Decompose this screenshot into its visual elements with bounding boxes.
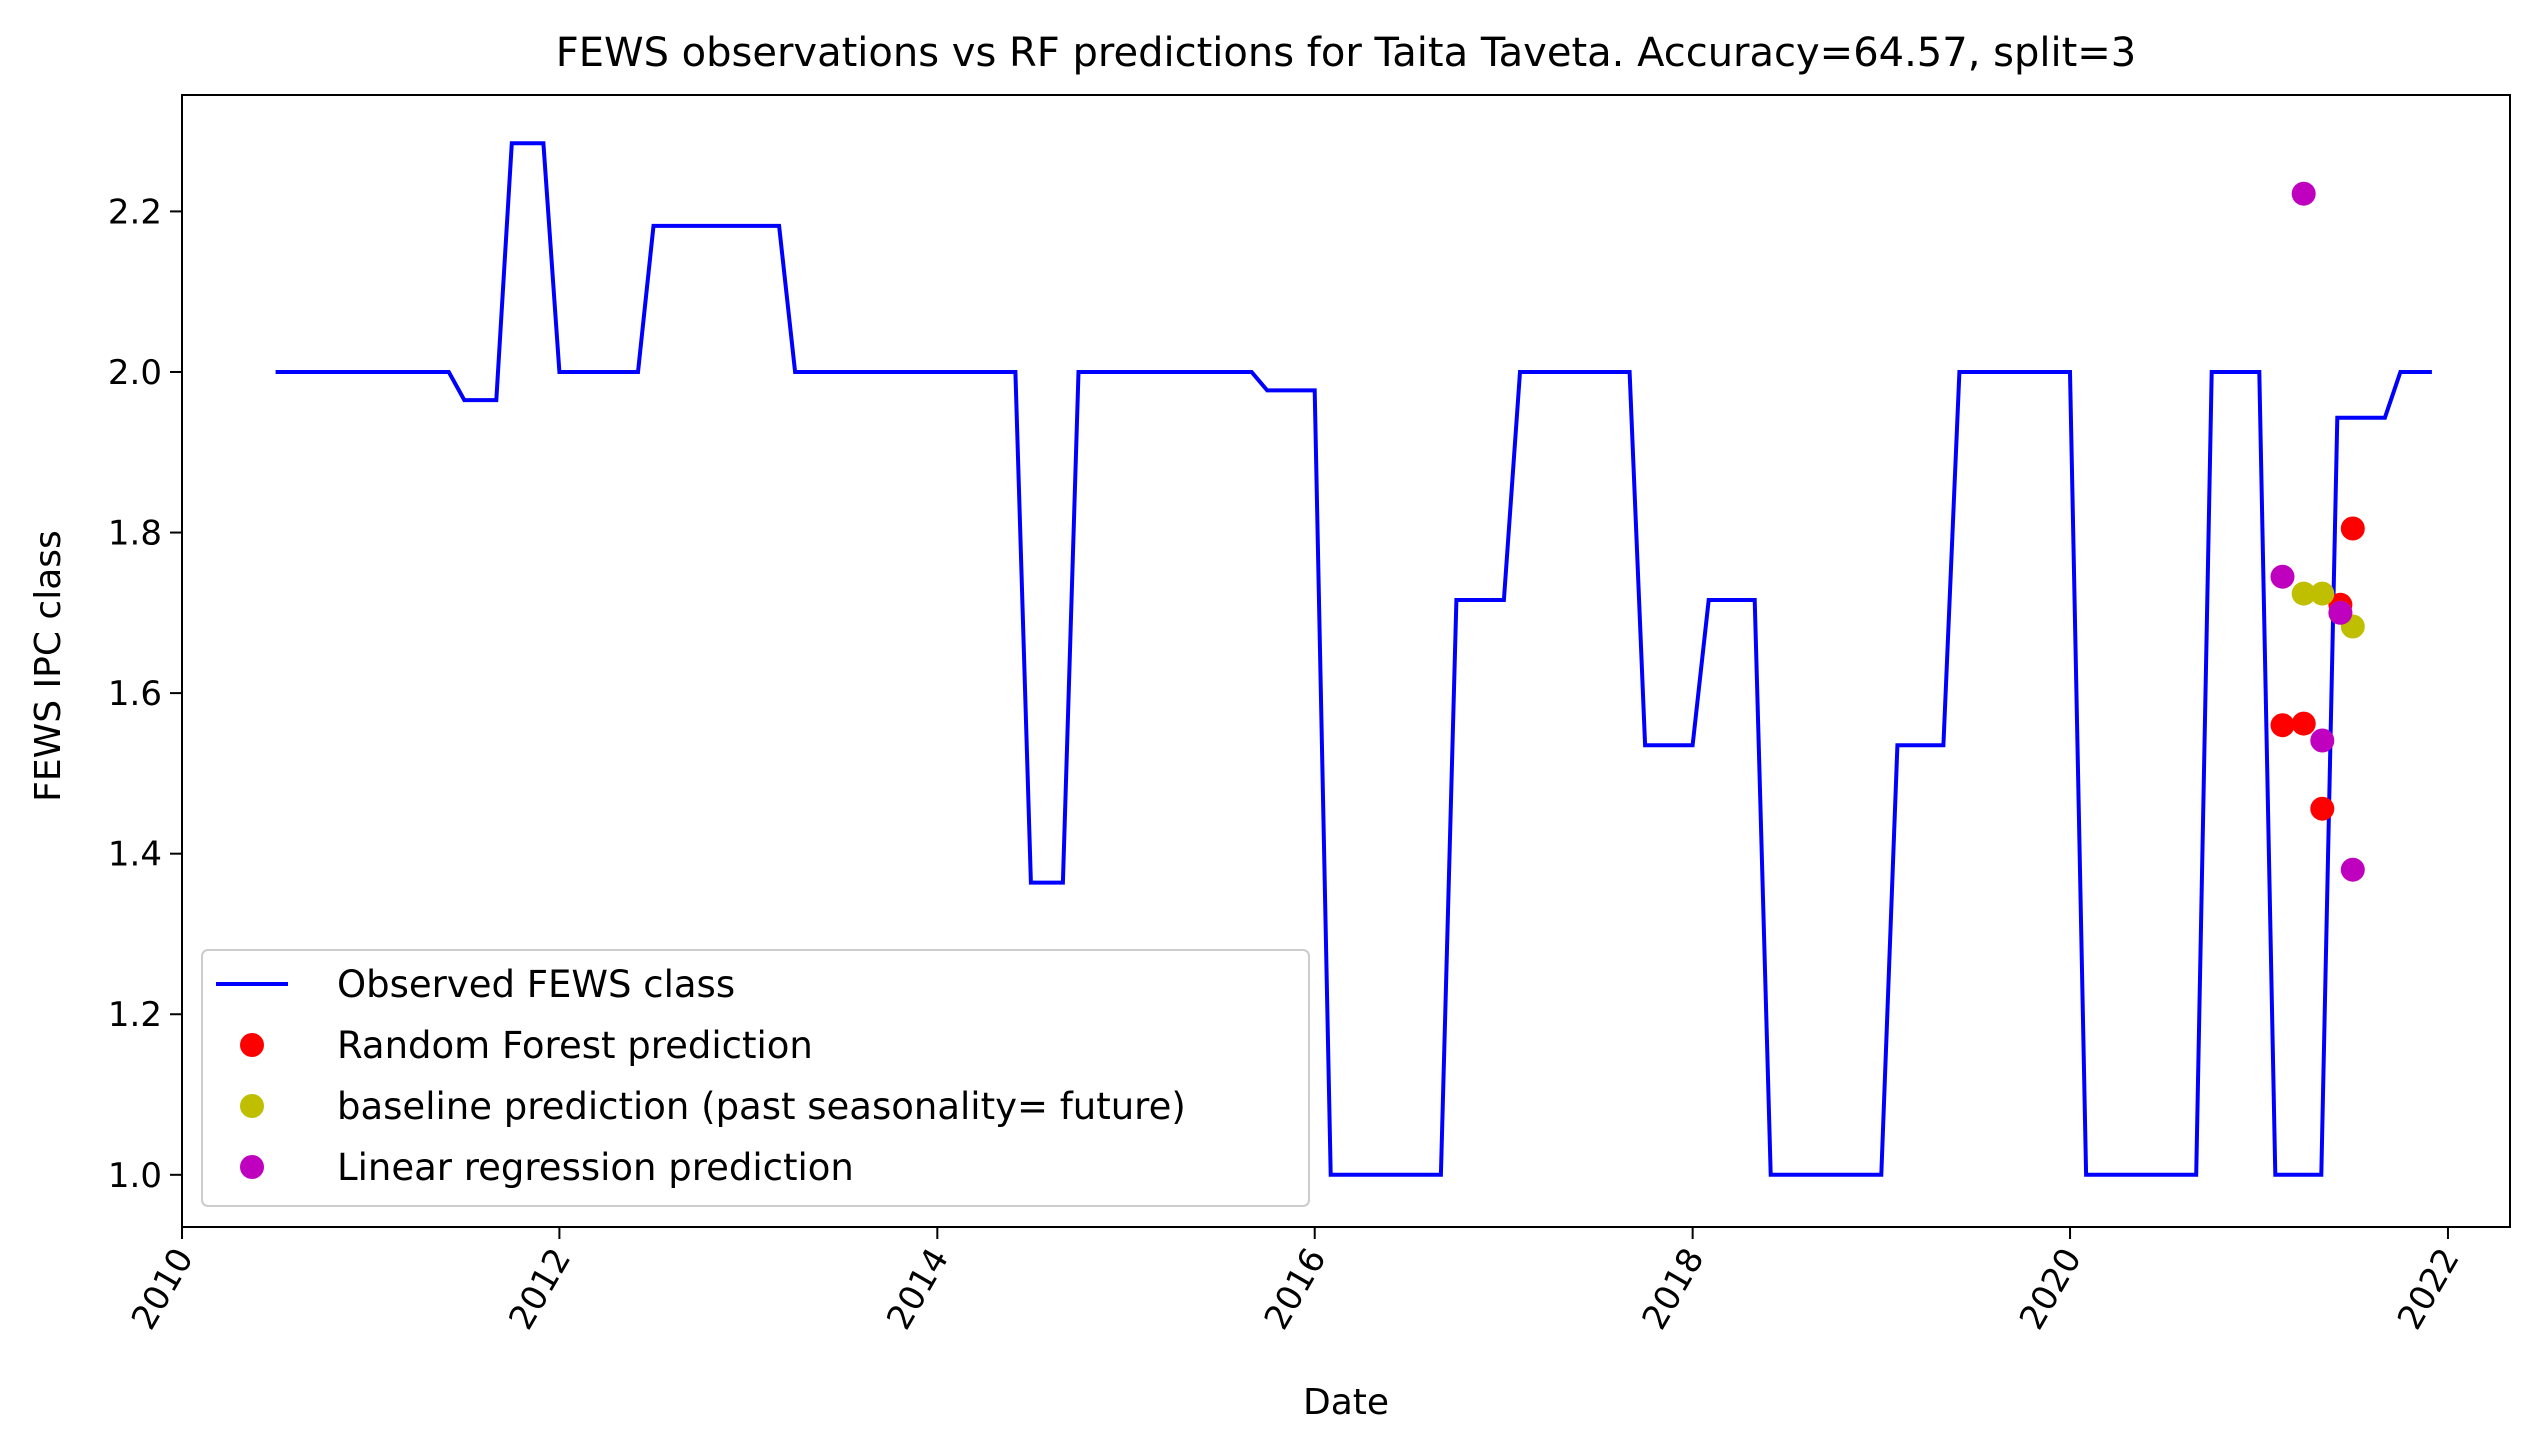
y-tick-label-4: 1.8 — [108, 514, 162, 554]
series-1-point-0 — [2270, 713, 2295, 738]
series-3-point-4 — [2340, 857, 2365, 882]
legend-label-0: Observed FEWS class — [337, 963, 735, 1006]
series-3-point-1 — [2291, 181, 2316, 206]
y-tick-label-5: 2.0 — [108, 353, 162, 393]
series-line-observed — [275, 141, 2432, 1177]
y-tick-label-1: 1.2 — [108, 995, 162, 1035]
legend-dot-marker-1 — [240, 1033, 264, 1057]
series-3-point-0 — [2270, 564, 2295, 589]
y-tick-label-0: 1.0 — [108, 1156, 162, 1196]
legend-dot-marker-3 — [240, 1155, 264, 1179]
plot-frame — [181, 94, 2511, 1228]
series-1-point-2 — [2310, 796, 2335, 821]
legend-label-1: Random Forest prediction — [337, 1024, 813, 1067]
plot-layer — [275, 141, 2432, 1177]
y-tick-label-2: 1.4 — [108, 835, 162, 875]
legend-box — [201, 949, 1310, 1207]
series-1-point-1 — [2291, 711, 2316, 736]
series-2-point-1 — [2310, 581, 2335, 606]
series-3-point-3 — [2328, 600, 2353, 625]
legend-label-3: Linear regression prediction — [337, 1146, 854, 1189]
y-tick-label-3: 1.6 — [108, 674, 162, 714]
legend-label-2: baseline prediction (past seasonality= f… — [337, 1085, 1186, 1128]
legend-dot-marker-2 — [240, 1094, 264, 1118]
legend: Observed FEWS class Random Forest predict… — [201, 949, 1310, 1207]
y-tick-label-6: 2.2 — [108, 192, 162, 232]
y-axis-label: FEWS IPC class — [28, 530, 69, 802]
series-3-point-2 — [2310, 728, 2335, 753]
series-1-point-4 — [2340, 516, 2365, 541]
x-axis-label: Date — [1303, 1382, 1389, 1423]
chart-title: FEWS observations vs RF predictions for … — [556, 30, 2137, 76]
series-2-point-0 — [2291, 581, 2316, 606]
